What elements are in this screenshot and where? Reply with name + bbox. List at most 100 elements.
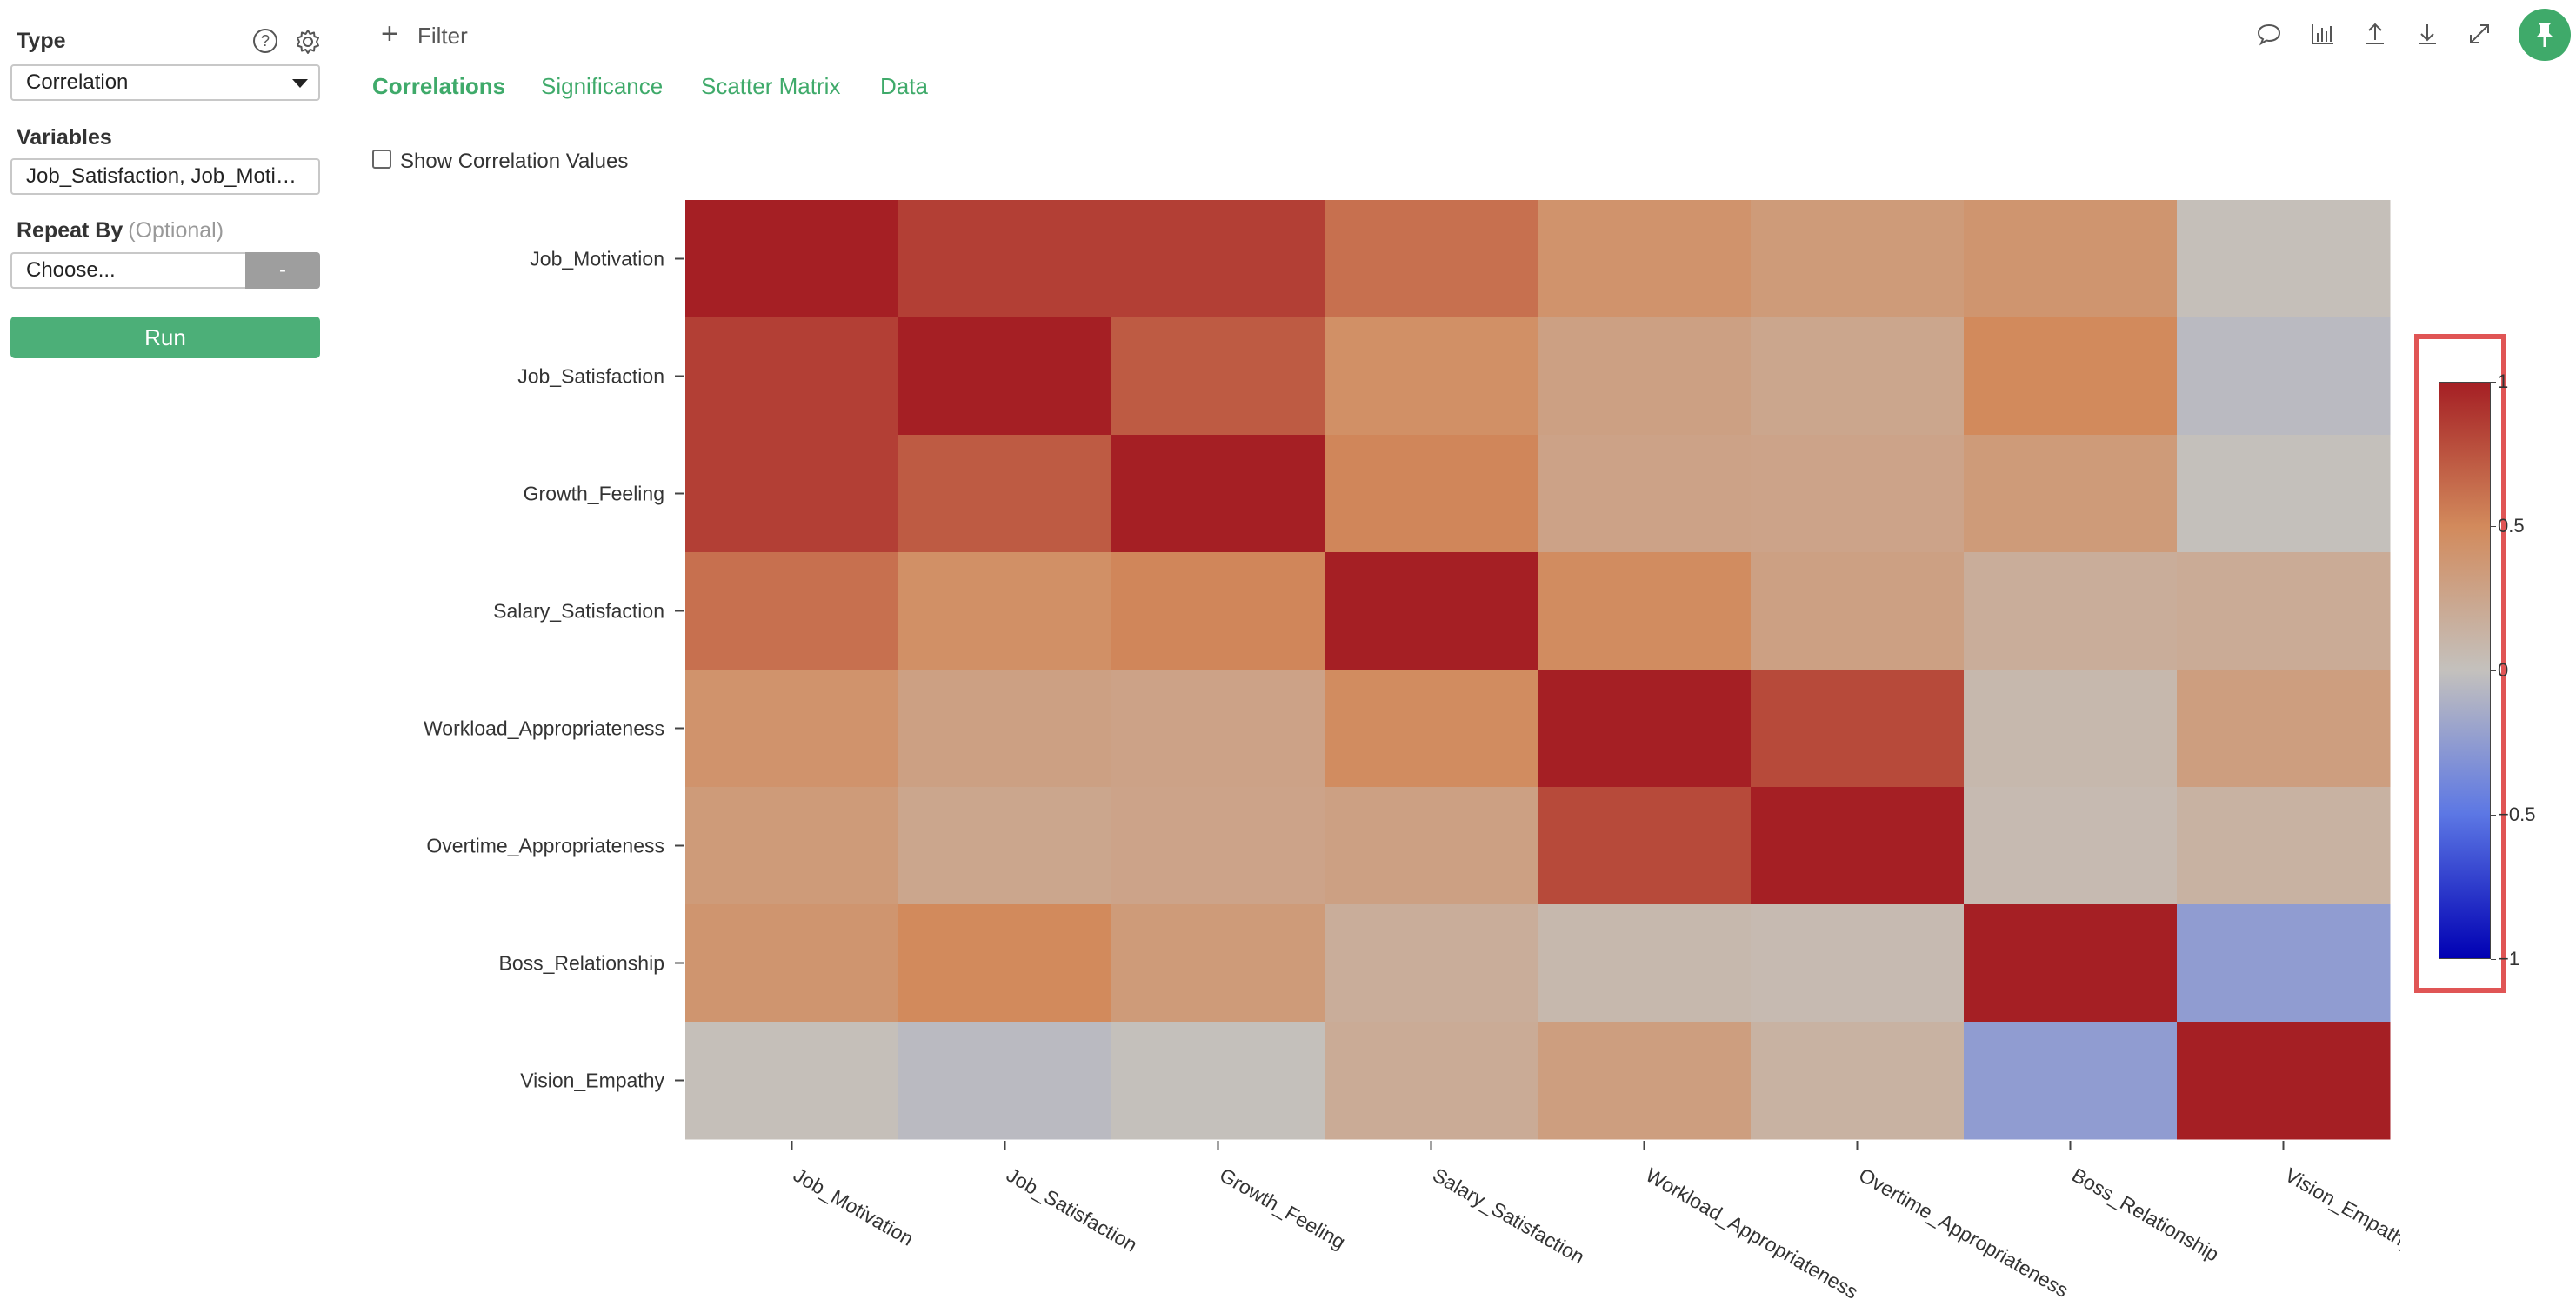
heatmap-cell-job-satisfaction-growth-feeling bbox=[1111, 317, 1325, 436]
heatmap-cell-workload-appropriateness-boss-relationship bbox=[1964, 670, 2178, 788]
x-tick-label-vision-empathy: Vision_Empathy bbox=[2281, 1163, 2400, 1256]
caret-down-icon bbox=[292, 79, 308, 88]
heatmap-cell-growth-feeling-boss-relationship bbox=[1964, 435, 2178, 553]
show-correlation-values-label: Show Correlation Values bbox=[400, 150, 629, 173]
y-tick-label-workload-appropriateness: Workload_Appropriateness bbox=[424, 717, 664, 740]
filter-button[interactable]: Filter bbox=[417, 23, 468, 49]
pin-button[interactable] bbox=[2519, 9, 2571, 61]
repeat-by-label: Repeat By (Optional) bbox=[17, 218, 224, 243]
heatmap-cell-vision-empathy-growth-feeling bbox=[1111, 1022, 1325, 1140]
tab-significance[interactable]: Significance bbox=[541, 73, 664, 99]
pin-icon bbox=[2536, 23, 2553, 47]
heatmap-cell-boss-relationship-job-motivation bbox=[685, 904, 899, 1023]
heatmap-cell-salary-satisfaction-salary-satisfaction bbox=[1325, 552, 1538, 670]
heatmap-cell-workload-appropriateness-salary-satisfaction bbox=[1325, 670, 1538, 788]
heatmap-cell-vision-empathy-vision-empathy bbox=[2177, 1022, 2391, 1140]
heatmap-cell-growth-feeling-workload-appropriateness bbox=[1538, 435, 1752, 553]
correlation-heatmap: Job_Motivation Job_Satisfaction Growth_Fee… bbox=[424, 200, 2400, 1303]
heatmap-cell-growth-feeling-salary-satisfaction bbox=[1325, 435, 1538, 553]
heatmap-cell-workload-appropriateness-workload-appropriateness bbox=[1538, 670, 1752, 788]
heatmap-cell-salary-satisfaction-boss-relationship bbox=[1964, 552, 2178, 670]
heatmap-cell-job-motivation-workload-appropriateness bbox=[1538, 200, 1752, 318]
run-button[interactable]: Run bbox=[10, 317, 320, 358]
gear-icon[interactable] bbox=[294, 28, 322, 56]
heatmap-cell-workload-appropriateness-overtime-appropriateness bbox=[1751, 670, 1965, 788]
help-icon[interactable]: ? bbox=[252, 28, 278, 54]
y-tick-label-overtime-appropriateness: Overtime_Appropriateness bbox=[426, 835, 664, 857]
comment-icon[interactable] bbox=[2254, 19, 2284, 49]
colorbar bbox=[2439, 382, 2491, 959]
chart-icon[interactable] bbox=[2308, 19, 2338, 49]
heatmap-cell-overtime-appropriateness-salary-satisfaction bbox=[1325, 787, 1538, 905]
x-tick-label-salary-satisfaction: Salary_Satisfaction bbox=[1429, 1163, 1589, 1269]
heatmap-cell-vision-empathy-workload-appropriateness bbox=[1538, 1022, 1752, 1140]
heatmap-cell-job-motivation-vision-empathy bbox=[2177, 200, 2391, 318]
heatmap-cell-salary-satisfaction-growth-feeling bbox=[1111, 552, 1325, 670]
heatmap-cell-boss-relationship-boss-relationship bbox=[1964, 904, 2178, 1023]
heatmap-cell-overtime-appropriateness-overtime-appropriateness bbox=[1751, 787, 1965, 905]
repeat-by-optional: (Optional) bbox=[128, 218, 224, 243]
heatmap-cell-overtime-appropriateness-job-satisfaction bbox=[898, 787, 1112, 905]
colorbar-tick bbox=[2491, 670, 2496, 671]
type-label: Type bbox=[17, 29, 66, 53]
heatmap-cell-workload-appropriateness-job-motivation bbox=[685, 670, 899, 788]
heatmap-cell-salary-satisfaction-job-satisfaction bbox=[898, 552, 1112, 670]
heatmap-cell-boss-relationship-job-satisfaction bbox=[898, 904, 1112, 1023]
y-tick-label-job-motivation: Job_Motivation bbox=[530, 248, 664, 270]
heatmap-cell-job-motivation-overtime-appropriateness bbox=[1751, 200, 1965, 318]
heatmap-cell-salary-satisfaction-workload-appropriateness bbox=[1538, 552, 1752, 670]
heatmap-cell-job-motivation-growth-feeling bbox=[1111, 200, 1325, 318]
colorbar-tick-label: 0.5 bbox=[2498, 515, 2525, 537]
heatmap-cell-vision-empathy-overtime-appropriateness bbox=[1751, 1022, 1965, 1140]
download-icon[interactable] bbox=[2412, 19, 2442, 49]
heatmap-cell-boss-relationship-vision-empathy bbox=[2177, 904, 2391, 1023]
heatmap-cell-overtime-appropriateness-workload-appropriateness bbox=[1538, 787, 1752, 905]
type-select[interactable]: Correlation bbox=[10, 64, 320, 101]
repeat-by-label-text: Repeat By bbox=[17, 218, 123, 243]
type-select-value: Correlation bbox=[26, 70, 129, 94]
heatmap-cell-overtime-appropriateness-growth-feeling bbox=[1111, 787, 1325, 905]
heatmap-cell-boss-relationship-overtime-appropriateness bbox=[1751, 904, 1965, 1023]
y-tick-label-salary-satisfaction: Salary_Satisfaction bbox=[493, 600, 664, 623]
heatmap-cell-vision-empathy-job-motivation bbox=[685, 1022, 899, 1140]
x-tick-label-boss-relationship: Boss_Relationship bbox=[2068, 1163, 2223, 1266]
heatmap-cell-vision-empathy-boss-relationship bbox=[1964, 1022, 2178, 1140]
tab-correlations[interactable]: Correlations bbox=[372, 73, 506, 99]
heatmap-cell-job-satisfaction-job-satisfaction bbox=[898, 317, 1112, 436]
heatmap-cell-boss-relationship-growth-feeling bbox=[1111, 904, 1325, 1023]
colorbar-tick bbox=[2491, 959, 2496, 960]
heatmap-cell-workload-appropriateness-growth-feeling bbox=[1111, 670, 1325, 788]
heatmap-cell-salary-satisfaction-job-motivation bbox=[685, 552, 899, 670]
show-correlation-values-checkbox[interactable] bbox=[372, 150, 391, 169]
tab-data[interactable]: Data bbox=[880, 73, 928, 99]
heatmap-cell-growth-feeling-job-satisfaction bbox=[898, 435, 1112, 553]
heatmap-cell-overtime-appropriateness-boss-relationship bbox=[1964, 787, 2178, 905]
repeat-by-select[interactable]: Choose... bbox=[10, 252, 245, 289]
heatmap-cell-vision-empathy-salary-satisfaction bbox=[1325, 1022, 1538, 1140]
colorbar-tick-label: −0.5 bbox=[2498, 803, 2536, 825]
heatmap-cell-growth-feeling-overtime-appropriateness bbox=[1751, 435, 1965, 553]
repeat-by-clear-button[interactable]: - bbox=[245, 252, 320, 289]
heatmap-cell-job-satisfaction-salary-satisfaction bbox=[1325, 317, 1538, 436]
heatmap-cell-job-motivation-job-motivation bbox=[685, 200, 899, 318]
heatmap-cell-workload-appropriateness-job-satisfaction bbox=[898, 670, 1112, 788]
heatmap-cell-vision-empathy-job-satisfaction bbox=[898, 1022, 1112, 1140]
x-tick-label-overtime-appropriateness: Overtime_Appropriateness bbox=[1855, 1163, 2072, 1302]
heatmap-cell-job-satisfaction-overtime-appropriateness bbox=[1751, 317, 1965, 436]
heatmap-cell-job-satisfaction-workload-appropriateness bbox=[1538, 317, 1752, 436]
heatmap-cell-job-motivation-salary-satisfaction bbox=[1325, 200, 1538, 318]
heatmap-cell-overtime-appropriateness-job-motivation bbox=[685, 787, 899, 905]
heatmap-cell-job-satisfaction-boss-relationship bbox=[1964, 317, 2178, 436]
heatmap-cell-workload-appropriateness-vision-empathy bbox=[2177, 670, 2391, 788]
heatmap-cell-job-motivation-job-satisfaction bbox=[898, 200, 1112, 318]
colorbar-tick-label: 1 bbox=[2498, 370, 2509, 392]
heatmap-cell-salary-satisfaction-vision-empathy bbox=[2177, 552, 2391, 670]
tab-scatter-matrix[interactable]: Scatter Matrix bbox=[701, 73, 841, 99]
heatmap-cell-boss-relationship-salary-satisfaction bbox=[1325, 904, 1538, 1023]
plus-icon[interactable]: + bbox=[381, 17, 398, 50]
variables-label: Variables bbox=[17, 125, 112, 150]
expand-icon[interactable] bbox=[2465, 19, 2494, 49]
upload-icon[interactable] bbox=[2360, 19, 2390, 49]
y-tick-label-vision-empathy: Vision_Empathy bbox=[520, 1070, 664, 1092]
variables-input[interactable]: Job_Satisfaction, Job_Moti… bbox=[10, 158, 320, 195]
